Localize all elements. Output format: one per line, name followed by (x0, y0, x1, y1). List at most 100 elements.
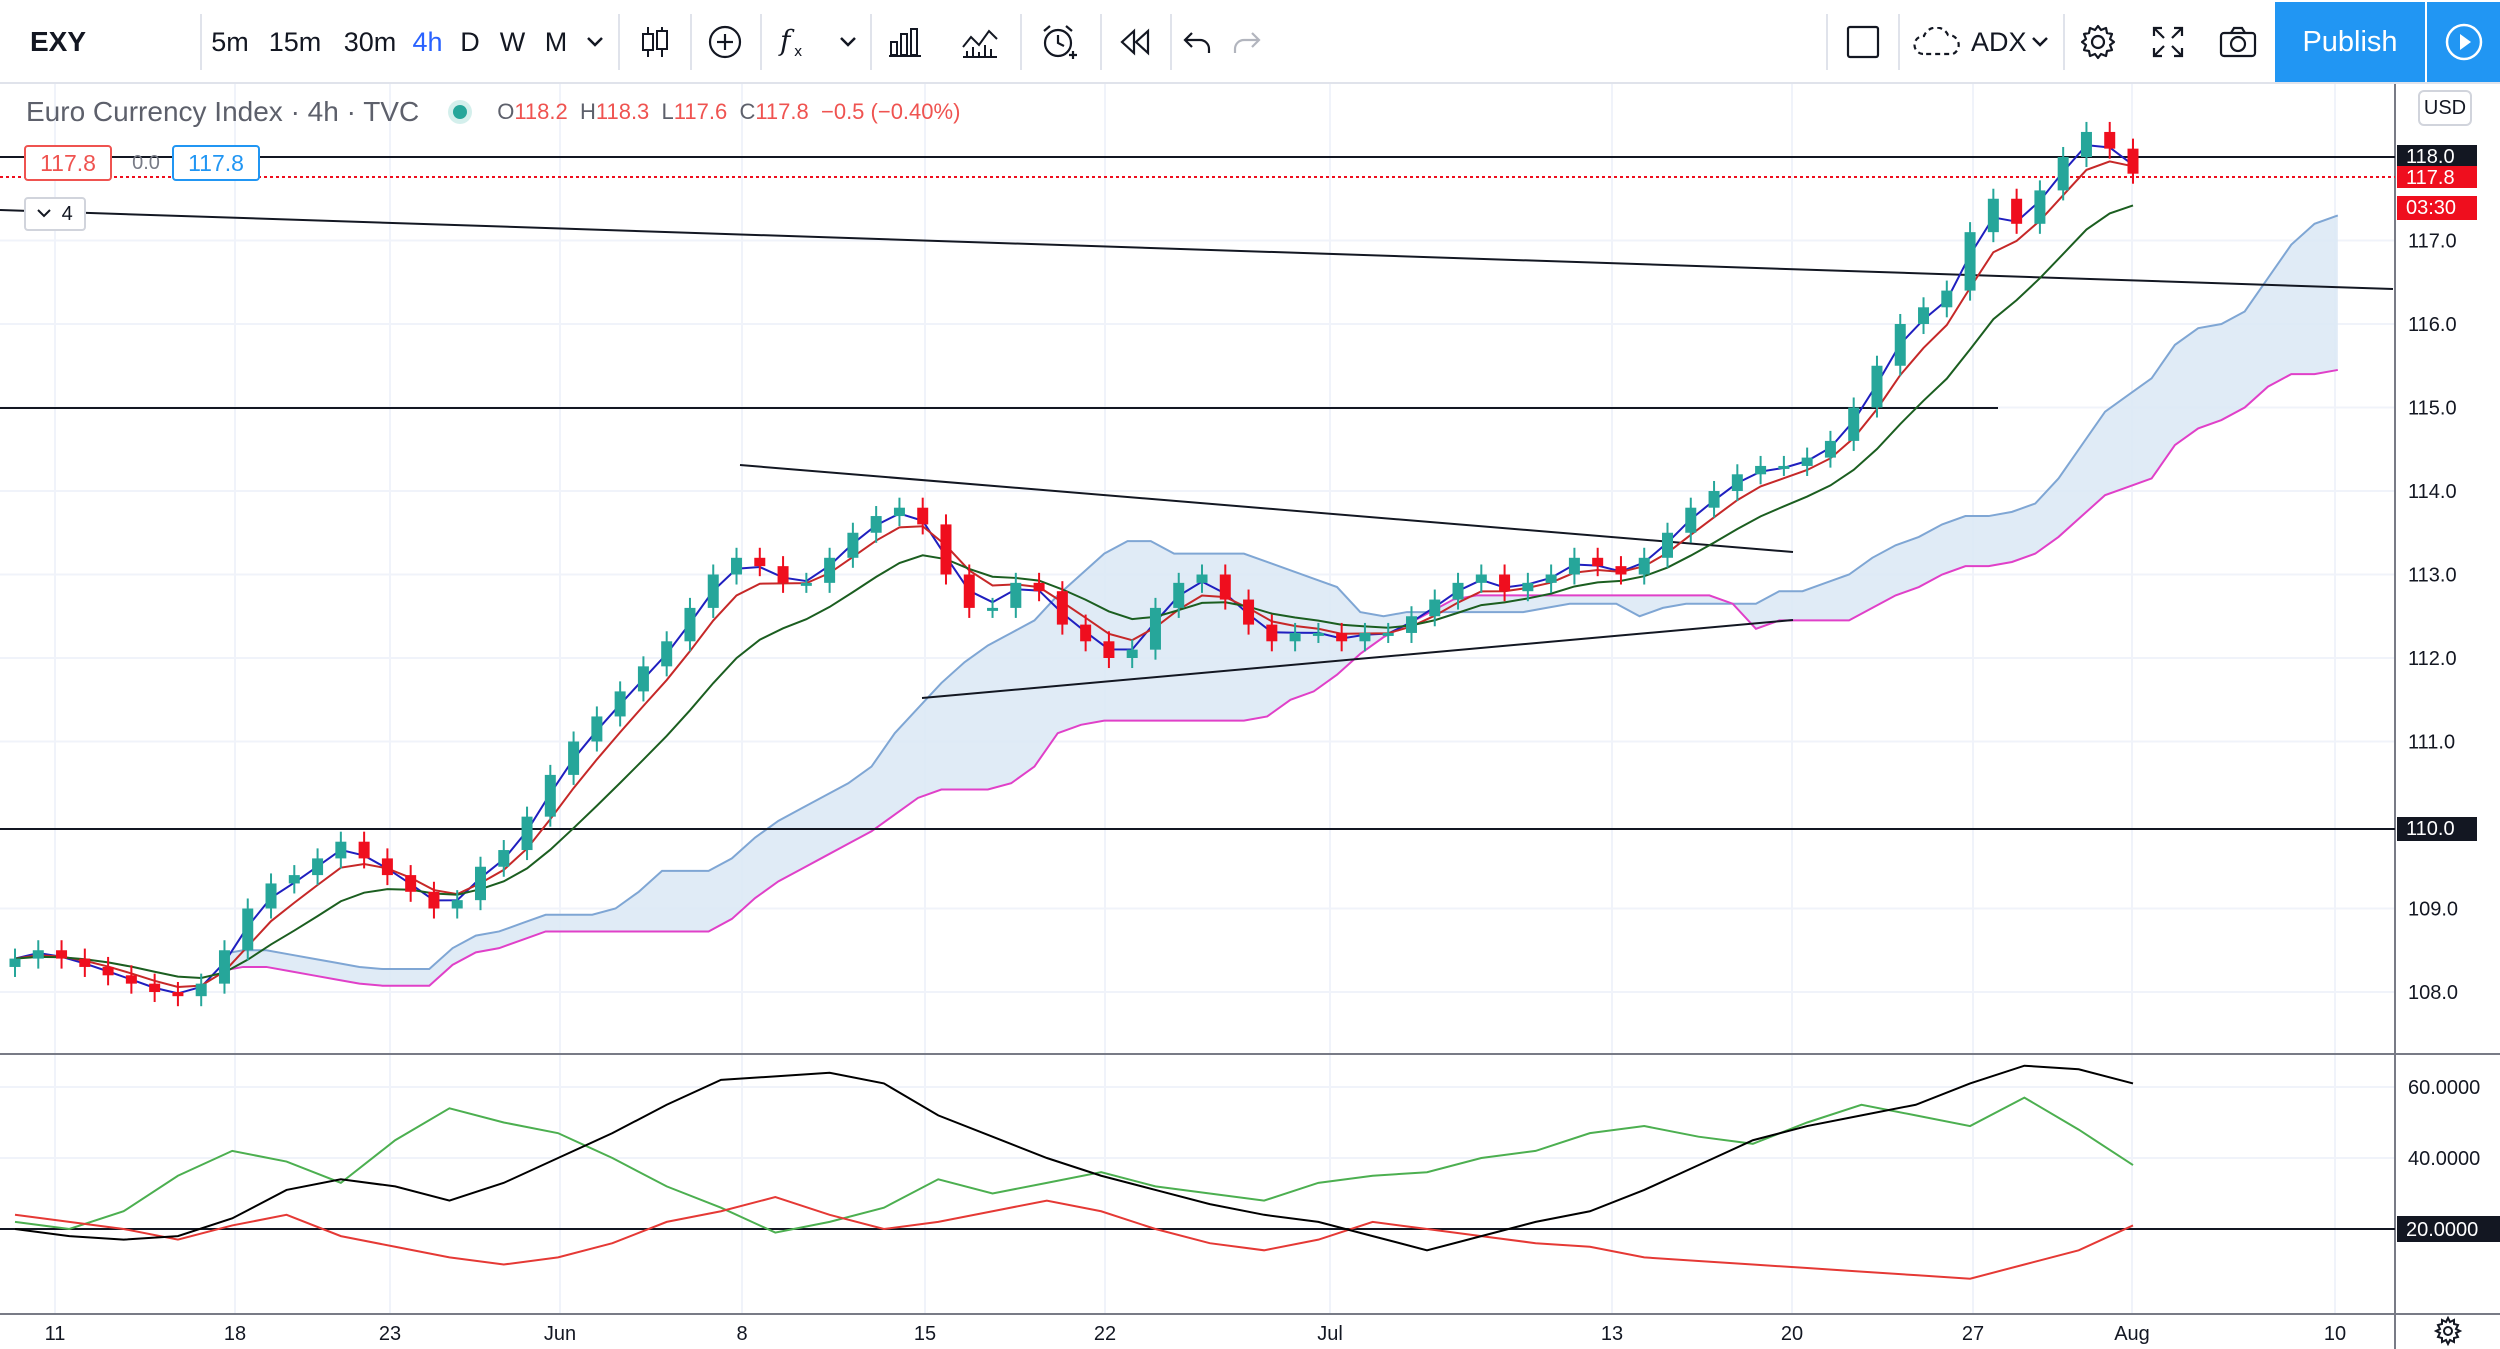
layout-dropdown[interactable] (2020, 0, 2060, 84)
candle-down (1336, 632, 1348, 642)
adx-tick-label: 40.0000 (2408, 1148, 2480, 1170)
candle-down (963, 574, 975, 608)
settings-button[interactable] (2068, 0, 2128, 84)
candle-up (707, 574, 719, 608)
currency-button[interactable]: USD (2418, 90, 2472, 126)
slow-ma-line (14, 204, 2134, 980)
candle-up (731, 557, 743, 575)
bar-countdown-tag-box (2397, 196, 2477, 220)
candle-down (2127, 148, 2139, 174)
adx-tick-label: 60.0000 (2408, 1077, 2480, 1099)
price-tick-label: 117.0 (2408, 231, 2457, 253)
candle-up (684, 607, 696, 642)
price-tick-label: 112.0 (2408, 648, 2457, 670)
interval-4h[interactable]: 4h (405, 0, 450, 84)
candle-up (1149, 607, 1161, 650)
toolbar-divider (618, 14, 620, 70)
close-label: C (739, 99, 756, 124)
symbol-search-button[interactable]: EXY (0, 0, 200, 84)
sell-price-button[interactable]: 117.8 (24, 145, 112, 181)
layout-button[interactable] (1833, 0, 1893, 84)
compare-plus-icon (708, 25, 742, 59)
chart-style-icon (962, 29, 998, 58)
candle-up (893, 507, 905, 517)
axis-settings-icon[interactable] (2433, 1315, 2463, 1347)
candle-up (1638, 557, 1650, 575)
chart-style-button[interactable] (950, 0, 1010, 84)
candle-down (1615, 566, 1627, 575)
cloud-fill (219, 215, 2338, 986)
camera-icon (2219, 26, 2257, 58)
save-layout-button[interactable]: ADX (1905, 0, 2065, 84)
publish-options-button[interactable] (2427, 2, 2500, 82)
interval-5m[interactable]: 5m (205, 0, 255, 84)
replay-button[interactable] (1105, 0, 1165, 84)
di-plus-line (14, 1096, 2134, 1234)
alert-button[interactable] (1025, 0, 1095, 84)
chart-type-button[interactable] (625, 0, 685, 84)
interval-month[interactable]: M (536, 0, 576, 84)
templates-button[interactable] (875, 0, 935, 84)
candle-down (172, 992, 184, 997)
candle-up (568, 741, 580, 775)
chart-canvas[interactable]: 117.0 116.0 115.0 114.0 113.0 112.0 111.0 109.0… (0, 84, 2500, 1349)
interval-label: 5m (211, 26, 249, 57)
gear-icon (2433, 1315, 2463, 1347)
redo-button[interactable] (1222, 0, 1272, 84)
candle-down (777, 566, 789, 583)
interval-30m[interactable]: 30m (335, 0, 405, 84)
interval-15m[interactable]: 15m (260, 0, 330, 84)
candle-up (218, 950, 230, 984)
undo-button[interactable] (1172, 0, 1222, 84)
play-icon (2445, 23, 2482, 61)
study-list-toggle[interactable]: 4 (24, 197, 86, 231)
candle-up (1871, 365, 1883, 408)
layout-square-icon (1846, 25, 1880, 59)
candle-up (1824, 440, 1836, 458)
price-tick-label: 115.0 (2408, 398, 2457, 420)
candle-up (614, 691, 626, 717)
snapshot-button[interactable] (2208, 0, 2268, 84)
time-tick-label: 10 (2324, 1323, 2346, 1345)
open-value: 118.2 (514, 99, 568, 124)
span-b-line (219, 368, 2338, 987)
price-tick-label: 116.0 (2408, 314, 2457, 336)
candle-down (2011, 198, 2023, 224)
adx-line (14, 1064, 2134, 1252)
candle-down (405, 875, 417, 892)
interval-dropdown[interactable] (578, 0, 612, 84)
interval-week[interactable]: W (490, 0, 535, 84)
candle-down (1266, 624, 1278, 642)
toolbar-divider (2063, 14, 2065, 70)
high-value: 118.3 (595, 99, 650, 124)
candle-up (544, 774, 556, 817)
chart-axes[interactable]: 117.0 116.0 115.0 114.0 113.0 112.0 111.0 109.0… (45, 145, 2500, 1347)
price-tick-label: 114.0 (2408, 481, 2457, 503)
toolbar-divider (200, 14, 202, 70)
cloud-layout-icon (1913, 27, 1960, 56)
buy-price-button[interactable]: 117.8 (172, 145, 260, 181)
interval-label: D (460, 26, 480, 57)
fullscreen-button[interactable] (2138, 0, 2198, 84)
indicators-dropdown[interactable] (830, 0, 866, 84)
series-title[interactable]: Euro Currency Index · 4h · TVC (26, 96, 420, 127)
close-value: 117.8 (755, 99, 809, 124)
candle-up (2080, 131, 2092, 157)
candle-down (940, 524, 952, 575)
candle-up (637, 666, 649, 692)
line-price-tag-118-box (2397, 145, 2477, 169)
candle-up (1429, 599, 1441, 617)
compare-button[interactable] (695, 0, 755, 84)
price-tick-label: 108.0 (2408, 982, 2458, 1004)
time-tick-label: Jul (1317, 1323, 1343, 1345)
trend-lines[interactable] (0, 156, 2395, 830)
candle-up (9, 958, 21, 967)
publish-button[interactable]: Publish (2275, 2, 2425, 82)
chevron-down-icon (2032, 37, 2048, 47)
candle-up (2057, 157, 2069, 191)
moving-averages (14, 144, 2134, 995)
interval-day[interactable]: D (452, 0, 488, 84)
candle-down (1033, 582, 1045, 592)
